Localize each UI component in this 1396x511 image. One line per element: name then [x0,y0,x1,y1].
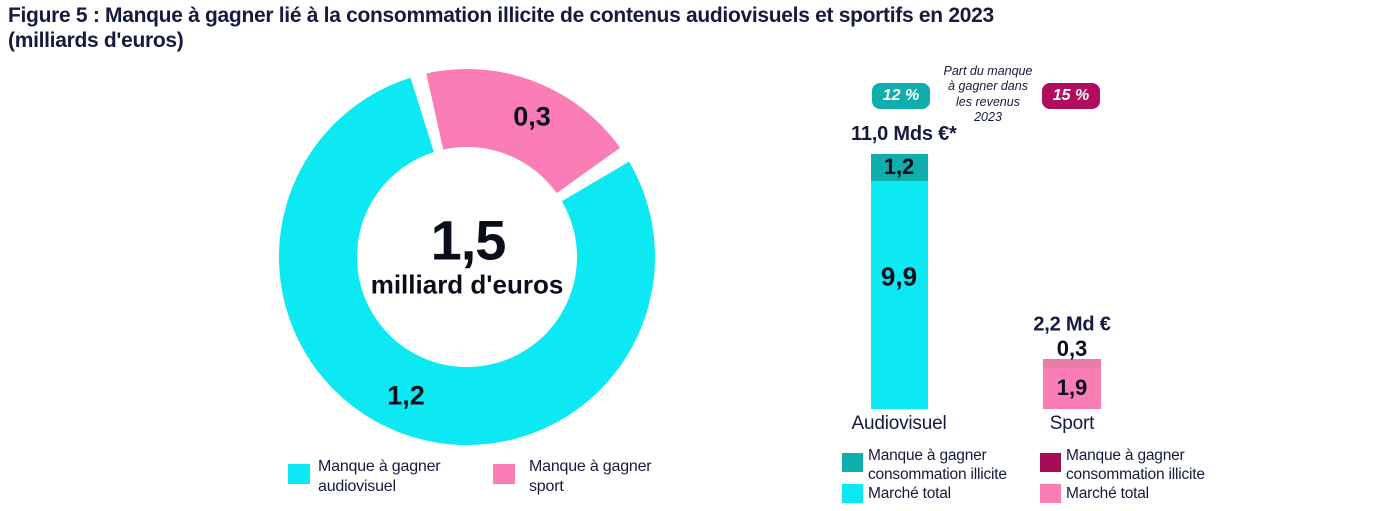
legend-swatch-sport-marche [1040,484,1061,503]
donut-slice-sport [426,69,621,194]
legend-label-audiovisuel-illicite: Manque à gagner consommation illicite [868,447,1007,483]
bar-segment-audiovisuel-marche [871,181,928,409]
donut-center-unit: milliard d'euros [370,269,564,300]
badge-sport-share: 15 % [1042,83,1100,109]
legend-label-sport-marche: Marché total [1066,485,1149,502]
bar-value-sport-illicite: 0,3 [1056,336,1088,361]
figure-title: Figure 5 : Manque à gagner lié à la cons… [8,4,994,53]
bar-total-sport: 2,2 Md € [1033,313,1111,336]
bar-segment-sport-illicite [1043,359,1101,368]
donut-center-value: 1,5 [430,208,507,272]
donut-chart [279,69,656,446]
legend-label-audiovisuel-marche: Marché total [868,485,951,502]
bar-value-audiovisuel-marche: 9,9 [880,261,918,292]
bar-total-audiovisuel: 11,0 Mds €* [851,123,957,145]
bar-segment-sport-marche [1043,368,1101,409]
bar-category-sport: Sport [1049,413,1095,434]
legend-swatch-audiovisuel [288,464,310,484]
legend-swatch-audiovisuel-illicite [842,453,863,472]
bar-category-audiovisuel: Audiovisuel [851,413,947,434]
legend-swatch-sport-illicite [1040,453,1061,472]
annotation-note: Part du manque à gagner dans les revenus… [943,64,1033,124]
bar-value-audiovisuel-illicite: 1,2 [883,154,915,179]
badge-audiovisuel-share: 12 % [872,83,930,109]
legend-label-sport: Manque à gagner sport [529,458,652,495]
donut-label-audiovisuel: 1,2 [387,380,425,411]
legend-swatch-audiovisuel-marche [842,484,863,503]
bar-segment-audiovisuel-illicite [871,154,928,181]
legend-label-audiovisuel: Manque à gagner audiovisuel [318,458,441,495]
legend-label-sport-illicite: Manque à gagner consommation illicite [1066,447,1205,483]
bar-value-sport-marche: 1,9 [1056,375,1088,400]
legend-swatch-sport [493,464,515,484]
donut-slice-audiovisuel [279,77,656,446]
donut-label-sport: 0,3 [513,101,551,132]
